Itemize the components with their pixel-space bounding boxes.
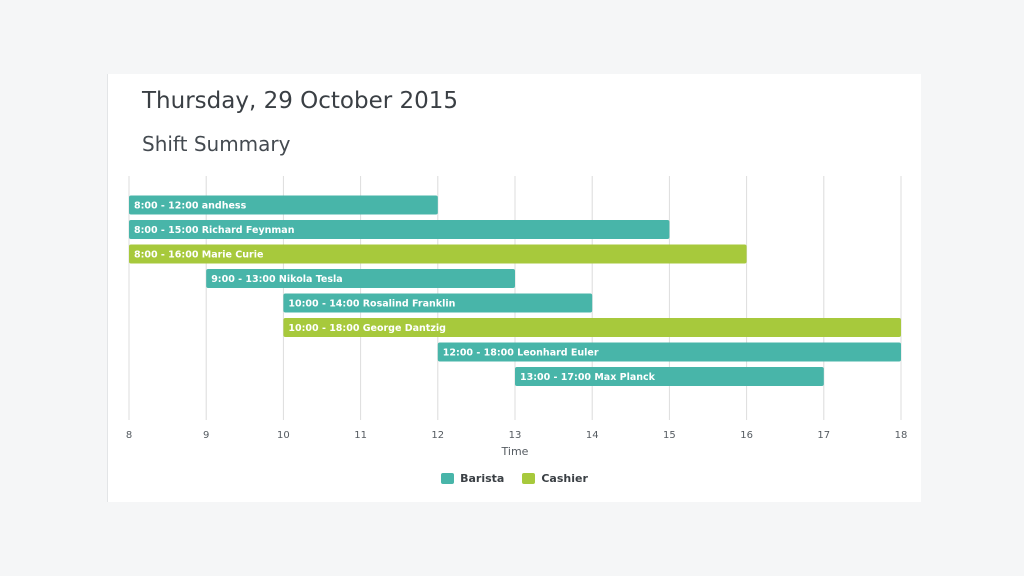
legend-swatch-cashier: [522, 473, 536, 484]
date-title: Thursday, 29 October 2015: [142, 88, 459, 114]
shift-bar[interactable]: 8:00 - 12:00 andhess: [129, 195, 438, 215]
shift-bar-rect[interactable]: [129, 220, 670, 239]
shift-bar-rect[interactable]: [129, 244, 747, 264]
shift-bar-rect[interactable]: [437, 342, 901, 362]
chart-legend: Barista Cashier: [108, 472, 921, 485]
shift-bar[interactable]: 10:00 - 14:00 Rosalind Franklin: [283, 293, 593, 313]
shift-bar-rect[interactable]: [283, 318, 901, 337]
x-tick-label: 12: [431, 430, 444, 441]
shift-bar[interactable]: 8:00 - 15:00 Richard Feynman: [129, 220, 670, 239]
shift-bar-label: 13:00 - 17:00 Max Planck: [520, 372, 656, 383]
shift-bar-label: 10:00 - 18:00 George Dantzig: [288, 323, 446, 334]
shift-bar-label: 12:00 - 18:00 Leonhard Euler: [443, 348, 599, 359]
shift-bar-label: 8:00 - 16:00 Marie Curie: [134, 250, 263, 261]
shift-bar-label: 10:00 - 14:00 Rosalind Franklin: [288, 299, 455, 310]
shift-bar-label: 8:00 - 12:00 andhess: [134, 201, 247, 212]
x-tick-label: 11: [354, 430, 367, 441]
legend-item-barista[interactable]: Barista: [441, 472, 504, 485]
legend-item-cashier[interactable]: Cashier: [522, 472, 588, 485]
section-title: Shift Summary: [142, 132, 291, 156]
x-axis-title: Time: [501, 445, 529, 458]
x-tick-label: 9: [203, 430, 209, 441]
x-tick-label: 13: [509, 430, 522, 441]
x-tick-label: 15: [663, 430, 676, 441]
shift-bar-rect[interactable]: [515, 367, 824, 386]
x-tick-label: 10: [277, 430, 290, 441]
shift-bar-rect[interactable]: [129, 195, 438, 215]
x-tick-label: 16: [740, 430, 753, 441]
shift-bar[interactable]: 13:00 - 17:00 Max Planck: [515, 367, 824, 386]
x-tick-label: 18: [895, 430, 908, 441]
shift-bar[interactable]: 8:00 - 16:00 Marie Curie: [129, 244, 747, 264]
shift-chart: 8:00 - 12:00 andhess 8:00 - 15:00 Richard…: [126, 176, 908, 458]
shift-bar-rect[interactable]: [206, 269, 515, 288]
shift-bar[interactable]: 9:00 - 13:00 Nikola Tesla: [206, 269, 515, 288]
shift-bar-rect[interactable]: [283, 293, 593, 313]
x-tick-label: 14: [586, 430, 599, 441]
legend-label-barista: Barista: [460, 472, 505, 485]
x-tick-label: 17: [817, 430, 830, 441]
shift-summary-card: Thursday, 29 October 2015 Shift Summary …: [107, 74, 921, 502]
x-tick-label: 8: [126, 430, 132, 441]
shift-bar[interactable]: 12:00 - 18:00 Leonhard Euler: [437, 342, 901, 362]
shift-bar[interactable]: 10:00 - 18:00 George Dantzig: [283, 318, 901, 337]
shift-bar-label: 8:00 - 15:00 Richard Feynman: [134, 225, 295, 236]
legend-swatch-barista: [441, 473, 455, 484]
legend-label-cashier: Cashier: [541, 472, 588, 485]
shift-bar-label: 9:00 - 13:00 Nikola Tesla: [211, 274, 343, 285]
